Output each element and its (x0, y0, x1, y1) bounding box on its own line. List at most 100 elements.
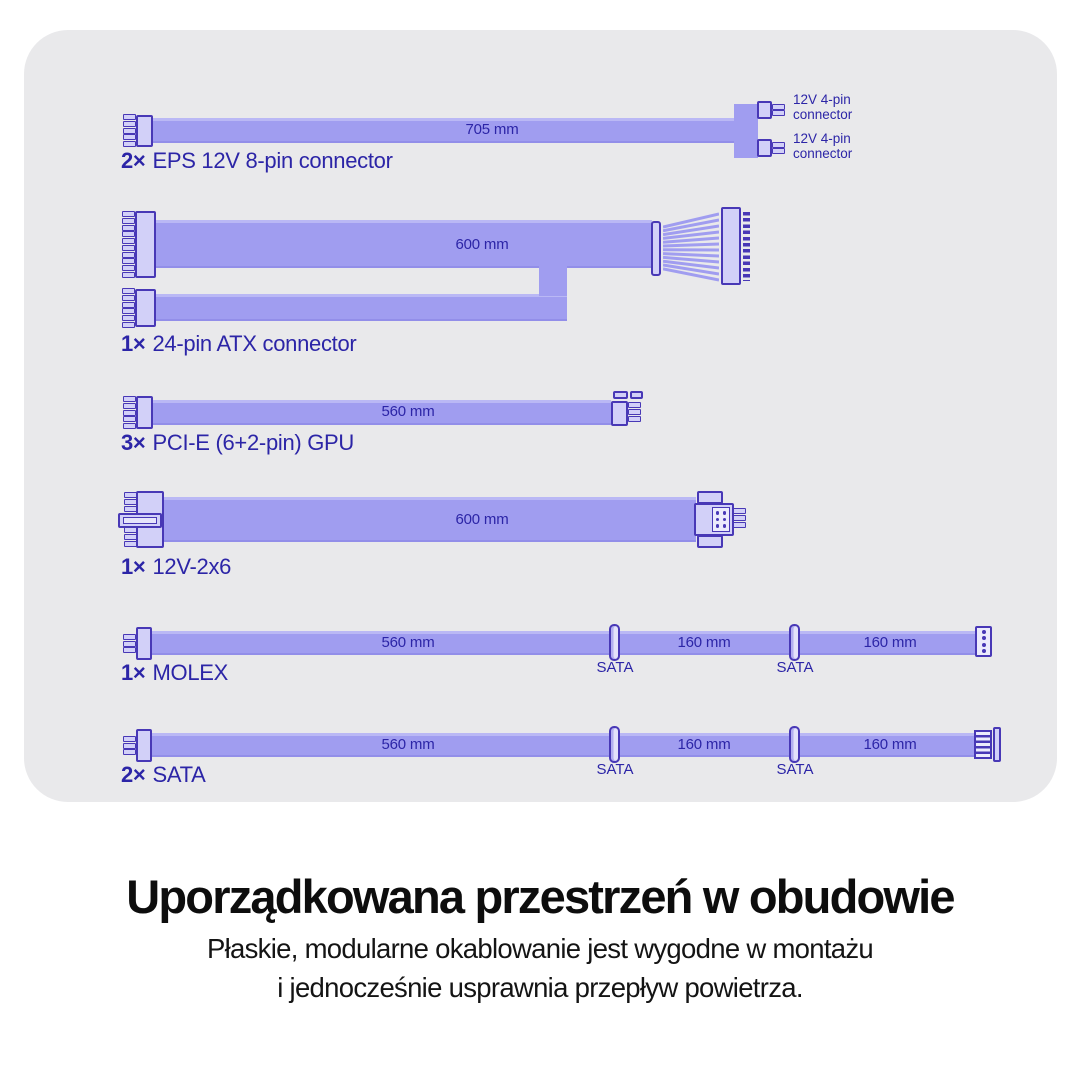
pin-tooth (122, 321, 135, 328)
pin-tooth (123, 141, 136, 148)
pin-tooth (122, 218, 135, 225)
eps-cable-ribbon (152, 118, 735, 143)
plug-pins (772, 103, 785, 117)
molex-cable-ribbon (150, 631, 977, 655)
atx-cable-riser (539, 266, 567, 296)
quantity: 1× (121, 554, 146, 579)
eps-split-junction (734, 104, 758, 158)
connector-pin-grid (712, 507, 730, 532)
pin-tooth (628, 409, 641, 416)
atx-24pin-pins (743, 212, 750, 281)
pin-tooth (122, 258, 135, 265)
12v-2x6-plug-pins-bottom (124, 527, 137, 547)
pin-tooth (122, 264, 135, 271)
plug-body (136, 114, 153, 147)
cable-name: EPS 12V 8-pin connector (152, 148, 393, 173)
plug-body (135, 211, 156, 278)
cable-name: MOLEX (152, 660, 229, 685)
pin-tooth (628, 402, 641, 409)
quantity: 1× (121, 660, 146, 685)
length-label: 560 mm (381, 403, 435, 420)
peripheral-plug-icon (123, 627, 152, 660)
pin-tooth (123, 396, 136, 403)
pin-tooth (123, 134, 136, 141)
pin-tooth (123, 114, 136, 121)
plug-pins (122, 288, 135, 328)
subtitle-line-2: i jednocześnie usprawnia przepływ powiet… (277, 972, 803, 1003)
12v-2x6-connector-cap (697, 535, 723, 548)
sata-tap-label: SATA (596, 761, 634, 778)
quantity: 2× (121, 762, 146, 787)
pin-tooth (123, 127, 136, 134)
pin-tooth (123, 423, 136, 430)
pin-tooth (123, 647, 136, 654)
pin-tooth (122, 301, 135, 308)
quantity: 2× (121, 148, 146, 173)
pin-tooth (122, 251, 135, 258)
cable-row-label: 1× 12V-2x6 (121, 554, 231, 580)
pin-tooth (122, 211, 135, 218)
pcie-cable-ribbon (152, 400, 611, 425)
sata-tap-label: SATA (776, 761, 814, 778)
pin-tooth (122, 308, 135, 315)
plug-body (135, 289, 156, 328)
pin-tooth (772, 141, 785, 148)
plug-body (136, 627, 152, 660)
length-label: 600 mm (455, 236, 509, 253)
cable-name: SATA (152, 762, 206, 787)
wire-fanout-icon (663, 212, 719, 282)
sata-end-connector-icon (974, 730, 992, 759)
sata-inline-connector-icon (789, 726, 800, 763)
plug-pins (628, 402, 641, 422)
sata-cable-ribbon (150, 733, 977, 757)
pcie-6plus2-connector-icon (611, 401, 628, 426)
page-title: Uporządkowana przestrzeń w obudowie (126, 870, 955, 923)
pin-tooth (772, 110, 785, 117)
pin-tooth (123, 742, 136, 749)
cable-comb-icon (651, 221, 661, 276)
plug-body (757, 139, 772, 157)
pin-tooth (772, 103, 785, 110)
plug-pins (123, 114, 136, 148)
12v-2x6-connector-pins (733, 508, 746, 528)
plug-pins (123, 633, 136, 654)
pin-tooth (123, 735, 136, 742)
sata-inline-connector-icon (789, 624, 800, 661)
latch-slot (123, 517, 157, 524)
cable-name: 12V-2x6 (152, 554, 232, 579)
pin-tooth (122, 271, 135, 278)
atx-24pin-connector-icon (721, 207, 741, 285)
cable-row-label: 2× EPS 12V 8-pin connector (121, 148, 393, 174)
cable-row-label: 1× 24-pin ATX connector (121, 331, 357, 357)
cable-row-label: 1× MOLEX (121, 660, 228, 686)
plug-pins (772, 141, 785, 155)
pin-tooth (122, 288, 135, 295)
pin-tooth (123, 416, 136, 423)
sata-inline-connector-icon (609, 726, 620, 763)
length-label: 560 mm (381, 634, 435, 651)
plug-pins (733, 508, 746, 528)
branch-label: 12V 4-pin connector (793, 131, 853, 162)
pin-tooth (733, 508, 746, 515)
peripheral-plug-icon (123, 729, 152, 762)
pin-tooth (123, 633, 136, 640)
12v-4pin-connector-icon (757, 139, 785, 157)
atx-cable-ribbon-2 (156, 294, 567, 321)
pin-tooth (122, 295, 135, 302)
plug-pins (124, 527, 137, 547)
pin-tooth (772, 148, 785, 155)
cable-row-label: 2× SATA (121, 762, 206, 788)
length-label: 160 mm (677, 634, 731, 651)
quantity: 3× (121, 430, 146, 455)
plug-pins (122, 211, 135, 278)
pcie-2pin-tab-icon (613, 391, 628, 399)
length-label: 160 mm (863, 736, 917, 753)
atx-plug-bottom-icon (122, 288, 156, 328)
pin-tooth (122, 315, 135, 322)
12v2x6-cable-ribbon (164, 497, 696, 542)
length-label: 160 mm (677, 736, 731, 753)
plug-body (757, 101, 772, 119)
pcie-2pin-tab-icon (630, 391, 643, 399)
pin-tooth (123, 403, 136, 410)
